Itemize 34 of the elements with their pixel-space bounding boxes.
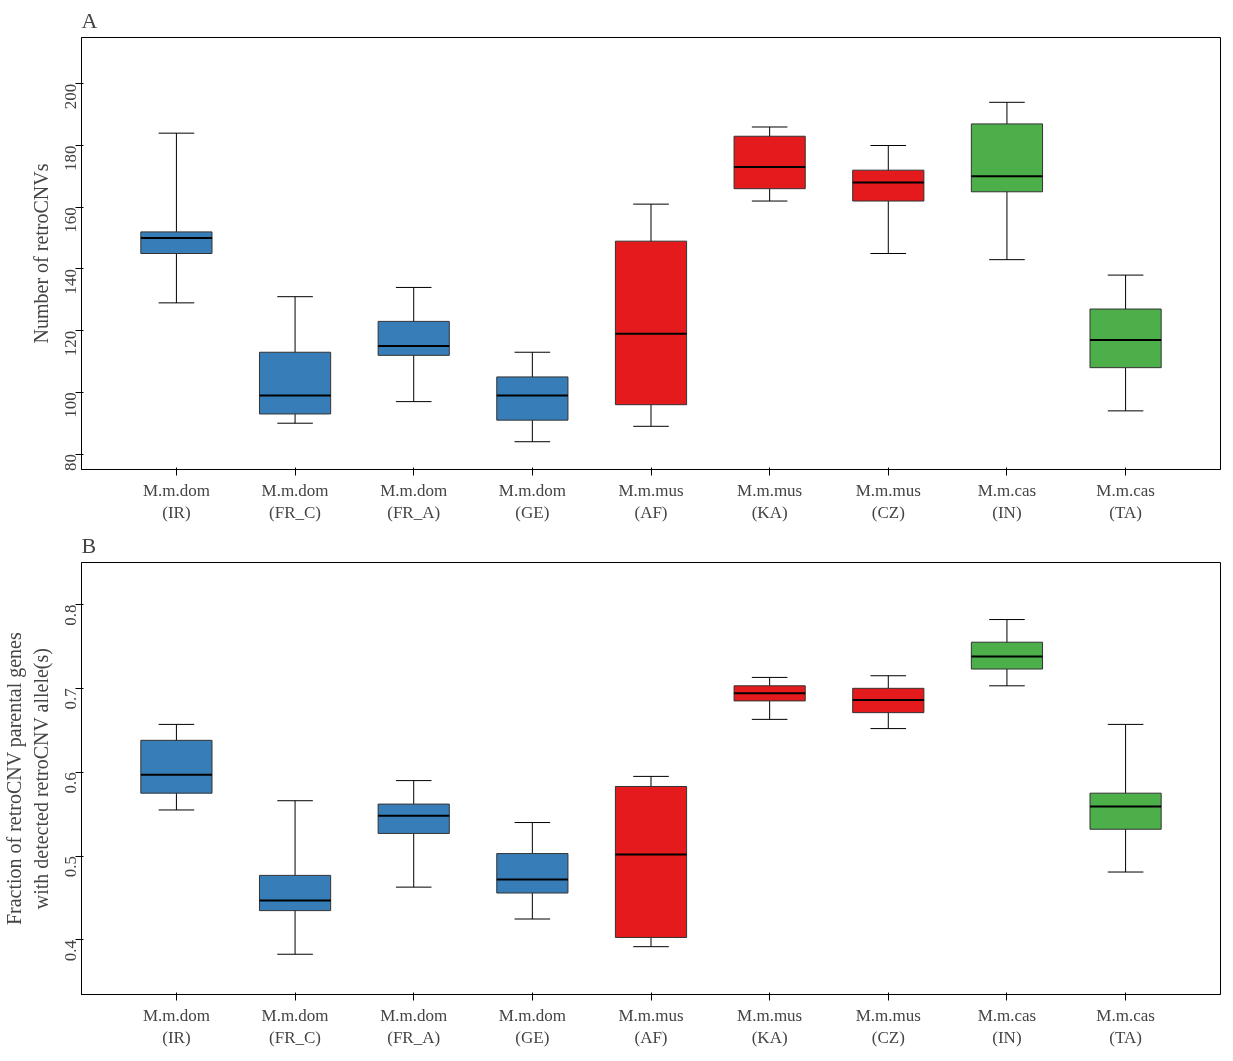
x-tick-label: M.m.dom (GE) bbox=[498, 1005, 566, 1048]
x-tick-label: M.m.dom (FR_C) bbox=[261, 1005, 329, 1048]
x-tick-label: M.m.mus (CZ) bbox=[855, 1005, 921, 1048]
x-tick-label: M.m.cas (TA) bbox=[1096, 480, 1155, 523]
y-tick-label: 0.6 bbox=[61, 772, 80, 794]
y-tick-label: 0.7 bbox=[61, 687, 80, 710]
y-axis-title: Number of retroCNVs bbox=[29, 163, 52, 344]
x-tick-label: M.m.mus (KA) bbox=[737, 480, 803, 523]
x-tick-label: M.m.dom (IR) bbox=[142, 1005, 210, 1048]
y-tick-label: 0.8 bbox=[61, 604, 80, 626]
x-tick-label: M.m.mus (AF) bbox=[618, 1005, 684, 1048]
y-tick-label: 200 bbox=[61, 83, 80, 110]
y-tick-label: 140 bbox=[61, 268, 80, 295]
y-tick-label: 100 bbox=[61, 392, 80, 418]
x-tick-label: M.m.dom (FR_A) bbox=[380, 1005, 448, 1048]
x-tick-label: M.m.mus (CZ) bbox=[855, 480, 921, 523]
x-tick-label: M.m.mus (KA) bbox=[737, 1005, 803, 1048]
chart-title: B bbox=[81, 532, 97, 558]
chart-title: A bbox=[81, 7, 98, 33]
y-tick-label: 160 bbox=[61, 207, 80, 233]
x-tick-label: M.m.cas (TA) bbox=[1096, 1005, 1155, 1048]
y-tick-label: 180 bbox=[61, 145, 80, 171]
x-tick-label: M.m.dom (IR) bbox=[142, 480, 210, 523]
x-tick-label: M.m.dom (GE) bbox=[498, 480, 566, 523]
y-tick-label: 80 bbox=[61, 454, 80, 472]
x-tick-label: M.m.dom (FR_A) bbox=[380, 480, 448, 523]
y-tick-label: 120 bbox=[61, 330, 80, 357]
x-tick-label: M.m.cas (IN) bbox=[977, 480, 1037, 523]
y-tick-label: 0.4 bbox=[61, 939, 80, 962]
x-tick-label: M.m.dom (FR_C) bbox=[261, 480, 329, 523]
x-tick-label: M.m.cas (IN) bbox=[977, 1005, 1037, 1048]
x-tick-label: M.m.mus (AF) bbox=[618, 480, 684, 523]
y-axis-title: Fraction of retroCNV parental genes with detected retroCNV allele(s) bbox=[3, 632, 53, 926]
y-tick-label: 0.5 bbox=[61, 856, 80, 878]
